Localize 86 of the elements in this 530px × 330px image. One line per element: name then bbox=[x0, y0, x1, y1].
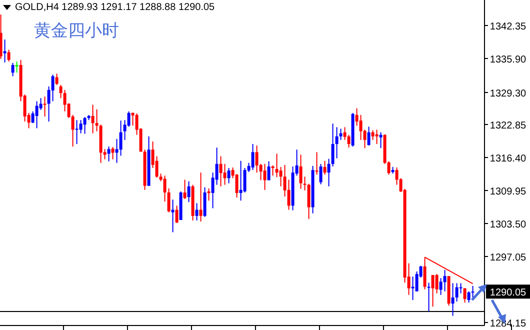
candlestick bbox=[243, 167, 246, 193]
candlestick bbox=[367, 126, 370, 146]
candlestick bbox=[11, 62, 14, 77]
candlestick bbox=[127, 110, 130, 128]
chart-title: GOLD,H4 1289.93 1291.17 1288.88 1290.05 bbox=[15, 2, 216, 13]
candlestick bbox=[451, 282, 454, 316]
candlestick bbox=[183, 179, 186, 200]
candlestick bbox=[339, 128, 342, 140]
candlestick bbox=[95, 108, 98, 132]
candlestick bbox=[235, 174, 238, 198]
candlestick bbox=[219, 156, 222, 187]
candlestick bbox=[435, 274, 438, 294]
candlestick bbox=[343, 126, 346, 140]
candlestick bbox=[271, 164, 274, 176]
candlestick bbox=[79, 120, 82, 134]
candlestick bbox=[171, 199, 174, 233]
candlestick bbox=[35, 100, 38, 129]
candlestick bbox=[371, 130, 374, 140]
candlestick bbox=[195, 202, 198, 221]
candlestick bbox=[59, 84, 62, 99]
candlestick bbox=[459, 282, 462, 294]
candlestick bbox=[175, 205, 178, 224]
candlestick bbox=[375, 129, 378, 145]
candlestick bbox=[415, 270, 418, 292]
candlestick bbox=[111, 146, 114, 160]
candlestick bbox=[307, 183, 310, 220]
candlestick bbox=[3, 39, 6, 63]
text: 黄金四小时 bbox=[34, 21, 119, 40]
candlestick bbox=[131, 112, 134, 126]
candlestick bbox=[119, 120, 122, 156]
candlestick bbox=[275, 153, 278, 178]
y-tick-label: 1284.15 bbox=[490, 318, 527, 330]
candlestick bbox=[471, 285, 474, 298]
candlestick bbox=[467, 290, 470, 304]
candlestick bbox=[43, 96, 46, 117]
annotation: 1290.05 bbox=[490, 288, 527, 299]
candlestick bbox=[299, 154, 302, 190]
candlestick bbox=[187, 180, 190, 203]
candlestick bbox=[287, 179, 290, 210]
candlestick bbox=[263, 163, 266, 190]
candlestick bbox=[455, 282, 458, 302]
candlestick bbox=[0, 14, 2, 60]
candlestick bbox=[7, 49, 10, 62]
candlestick bbox=[267, 160, 270, 181]
candlestick bbox=[335, 126, 338, 159]
candlestick bbox=[379, 132, 382, 149]
candlestick bbox=[83, 116, 86, 134]
candlestick bbox=[107, 146, 110, 162]
candlestick bbox=[443, 269, 446, 292]
candlestick bbox=[239, 160, 242, 202]
y-tick-label: 1316.40 bbox=[490, 154, 527, 164]
candlestick bbox=[75, 120, 78, 145]
y-tick-label: 1335.90 bbox=[490, 54, 527, 66]
candlestick bbox=[323, 160, 326, 176]
candlestick bbox=[251, 144, 254, 171]
candlestick bbox=[91, 104, 94, 134]
y-tick-label: 1297.05 bbox=[490, 252, 527, 264]
candlestick bbox=[163, 175, 166, 202]
candlestick bbox=[431, 274, 434, 308]
candlestick bbox=[207, 188, 210, 202]
candlestick bbox=[279, 166, 282, 187]
candlestick bbox=[331, 123, 334, 167]
y-tick-label: 1342.35 bbox=[490, 22, 527, 32]
y-tick-label: 1329.30 bbox=[490, 88, 527, 100]
candlestick bbox=[255, 145, 258, 174]
candlestick bbox=[463, 288, 466, 304]
candlestick bbox=[55, 73, 58, 86]
y-tick-label: 1309.95 bbox=[490, 186, 527, 198]
candlestick bbox=[15, 60, 18, 74]
candlestick bbox=[319, 163, 322, 185]
candlestick bbox=[347, 134, 350, 148]
y-tick-label: 1303.50 bbox=[490, 220, 527, 230]
candlestick bbox=[223, 163, 226, 186]
candlestick bbox=[327, 158, 330, 187]
candlestick bbox=[167, 188, 170, 213]
candlestick bbox=[51, 74, 54, 102]
candlestick bbox=[439, 278, 442, 296]
candlestick bbox=[303, 176, 306, 191]
candlestick bbox=[203, 186, 206, 218]
candlestick bbox=[227, 167, 230, 184]
candlestick bbox=[411, 276, 414, 301]
candlestick bbox=[199, 172, 202, 222]
candlestick bbox=[315, 152, 318, 176]
candlestick bbox=[359, 114, 362, 140]
candlestick bbox=[427, 282, 430, 312]
y-tick-label: 1322.85 bbox=[490, 120, 527, 132]
